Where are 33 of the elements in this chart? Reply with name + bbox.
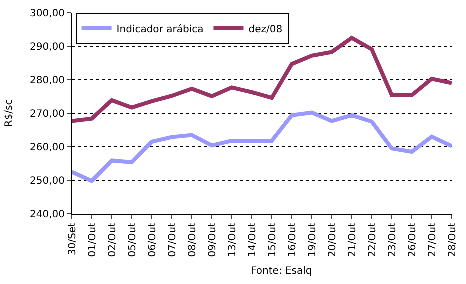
x-tick-label: 15/Out [267,222,278,258]
x-tick-label: 26/Out [407,222,418,258]
y-tick-label: 240,00 [30,210,65,220]
x-tick-label: 21/Out [347,222,358,258]
x-tick-label: 16/Out [287,222,298,258]
y-tick-label: 300,00 [30,8,65,20]
x-tick-label: 01/Out [87,222,98,258]
x-tick-label: 07/Out [167,222,178,258]
source-note: Fonte: Esalq [251,266,312,277]
x-tick-label: 22/Out [367,222,378,258]
x-tick-label: 02/Out [107,222,118,258]
x-tick-label: 09/Out [207,222,218,258]
y-tick-label: 270,00 [30,109,65,120]
x-tick-label: 19/Out [307,222,318,258]
x-tick-label: 14/Out [247,222,258,258]
x-tick-label: 27/Out [427,222,438,258]
y-tick-label: 250,00 [30,176,65,187]
y-tick-label: 260,00 [30,142,65,154]
legend-label: dez/08 [248,24,283,36]
y-axis-title: R$/sc [4,100,15,128]
line-series [72,36,452,124]
y-tick-label: 290,00 [30,42,65,53]
x-tick-label: 20/Out [327,222,338,258]
x-tick-label: 30/Set [67,222,78,256]
legend-label: Indicador arábica [116,24,204,36]
x-tick-label: 28/Out [447,222,458,258]
x-tick-label: 05/Out [127,222,138,258]
x-tick-label: 23/Out [387,222,398,258]
x-tick-label: 13/Out [227,222,238,258]
y-tick-label: 280,00 [30,76,65,86]
x-tick-label: 08/Out [187,222,198,258]
line-series [72,110,452,184]
x-tick-label: 06/Out [147,222,158,258]
